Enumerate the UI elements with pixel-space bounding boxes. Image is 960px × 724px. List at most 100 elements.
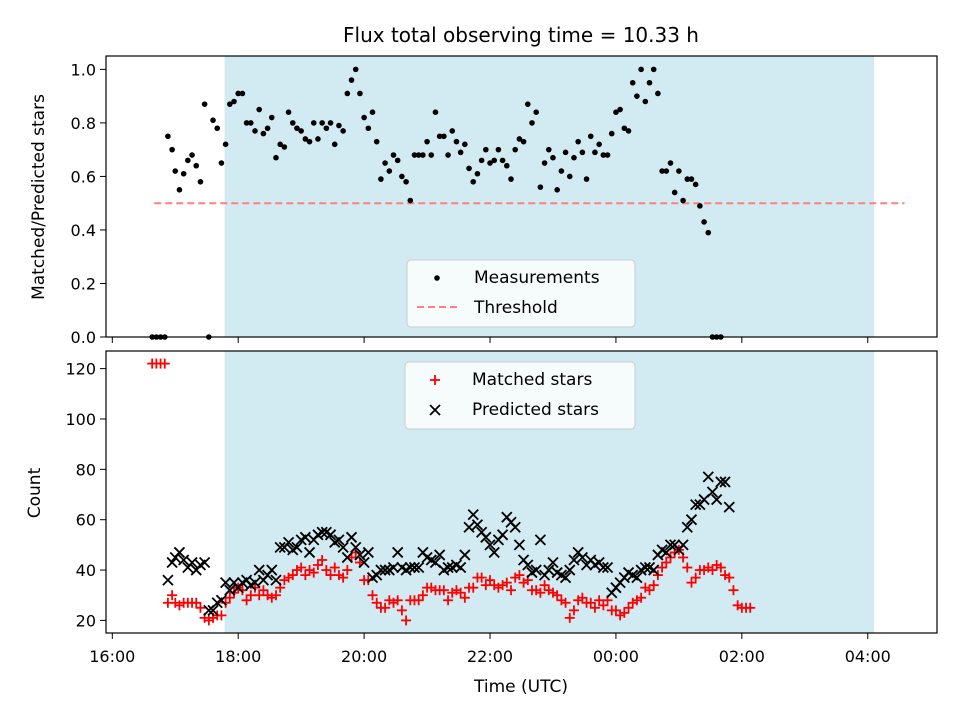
predicted-star-point: [413, 561, 425, 574]
predicted-star-point: [291, 541, 303, 554]
measurement-point: [462, 141, 468, 148]
predicted-star-point: [480, 531, 492, 543]
measurement-point: [357, 90, 363, 97]
cross-stroke-b: [207, 604, 219, 616]
measurement-point: [583, 176, 590, 182]
predicted-star-point: [249, 577, 261, 589]
predicted-star-point: [685, 514, 698, 526]
measurement-point: [474, 170, 481, 177]
cross-stroke-b: [681, 521, 693, 533]
matched-star-point: [413, 595, 424, 606]
measurement-point: [214, 125, 221, 132]
measurement-point: [436, 133, 443, 140]
bottom-legend-box: [404, 361, 636, 430]
matched-star-point: [401, 615, 412, 626]
predicted-star-point: [677, 539, 689, 551]
cross-stroke-b: [555, 569, 568, 581]
cross-stroke-b: [215, 594, 228, 606]
cross-stroke-b: [601, 561, 614, 574]
measurement-point: [327, 120, 334, 126]
measurement-point: [697, 203, 703, 209]
cross-stroke-b: [434, 549, 446, 561]
cross-stroke-b: [576, 551, 588, 564]
measurement-point: [483, 146, 489, 153]
measurement-point: [197, 178, 204, 185]
cross-stroke-b: [597, 561, 609, 574]
measurement-point: [424, 138, 430, 145]
chart-title: Flux total observing time = 10.33 h: [343, 23, 699, 47]
matched-star-point: [594, 595, 605, 606]
measurement-point: [382, 160, 388, 166]
cross-stroke-b: [186, 556, 198, 569]
predicted-star-point: [530, 564, 542, 576]
bottom-xtick-label: 20:00: [341, 647, 387, 666]
matched-star-point: [648, 580, 659, 591]
cross-stroke-b: [677, 539, 689, 551]
cross-stroke-b: [421, 551, 433, 564]
matched-star-point: [296, 562, 307, 573]
measurement-point: [676, 168, 682, 174]
matched-star-point: [455, 587, 466, 598]
matched-star-point: [195, 602, 206, 613]
predicted-star-point: [215, 594, 228, 606]
measurement-point: [260, 130, 267, 137]
cross-stroke-b: [522, 559, 534, 571]
measurement-point: [373, 138, 380, 145]
predicted-star-point: [341, 551, 353, 564]
measurement-point: [201, 101, 208, 107]
matched-star-point: [317, 554, 328, 565]
measurement-point: [617, 106, 623, 113]
matched-star-point: [159, 358, 170, 369]
bottom-ylabel: Count: [25, 467, 45, 518]
measurement-point: [629, 79, 636, 86]
measurement-point: [227, 101, 233, 107]
cross-stroke-b: [530, 564, 542, 576]
measurement-point: [671, 189, 678, 196]
measurement-point: [575, 138, 581, 145]
cross-stroke-b: [467, 509, 479, 521]
matched-star-point: [644, 585, 655, 596]
measurement-point: [646, 79, 653, 86]
predicted-star-point: [166, 556, 178, 569]
cross-stroke-b: [166, 556, 178, 569]
measurement-point: [306, 138, 313, 145]
bottom-xtick-label: 18:00: [215, 647, 261, 666]
cross-stroke-b: [333, 534, 345, 546]
matched-star-point: [287, 570, 298, 581]
measurement-point: [659, 168, 665, 174]
measurement-point: [386, 168, 393, 174]
cross-stroke-b: [270, 574, 282, 586]
measurement-point: [298, 128, 304, 134]
predicted-star-point: [564, 564, 576, 576]
cross-stroke-b: [656, 544, 668, 556]
measurement-point: [684, 176, 691, 182]
measurement-point: [319, 120, 325, 126]
cross-stroke-b: [723, 501, 735, 513]
measurement-point: [524, 101, 531, 107]
predicted-star-point: [404, 561, 416, 574]
measurement-point: [420, 152, 426, 158]
predicted-star-point: [375, 564, 387, 576]
measurement-point: [315, 136, 321, 142]
measurement-point: [180, 170, 187, 177]
predicted-star-point: [186, 556, 198, 569]
cross-stroke-b: [547, 556, 559, 569]
cross-stroke-b: [715, 476, 727, 488]
legend-measurements-label: Measurements: [474, 268, 600, 288]
predicted-star-point: [706, 486, 719, 498]
measurement-point: [512, 146, 519, 153]
cross-stroke-b: [568, 554, 580, 566]
matched-star-point: [476, 572, 487, 583]
cross-stroke-b: [303, 546, 316, 559]
measurement-point: [302, 136, 309, 142]
measurement-point: [478, 157, 485, 164]
cross-stroke-b: [282, 536, 295, 548]
cross-stroke-b: [219, 577, 232, 589]
predicted-star-point: [690, 498, 702, 511]
matched-star-point: [598, 600, 609, 611]
predicted-star-point: [719, 476, 731, 488]
measurement-point: [340, 128, 346, 134]
cross-stroke-b: [484, 539, 496, 551]
matched-star-point: [564, 612, 575, 623]
top-ytick-label: 0.6: [71, 167, 96, 186]
